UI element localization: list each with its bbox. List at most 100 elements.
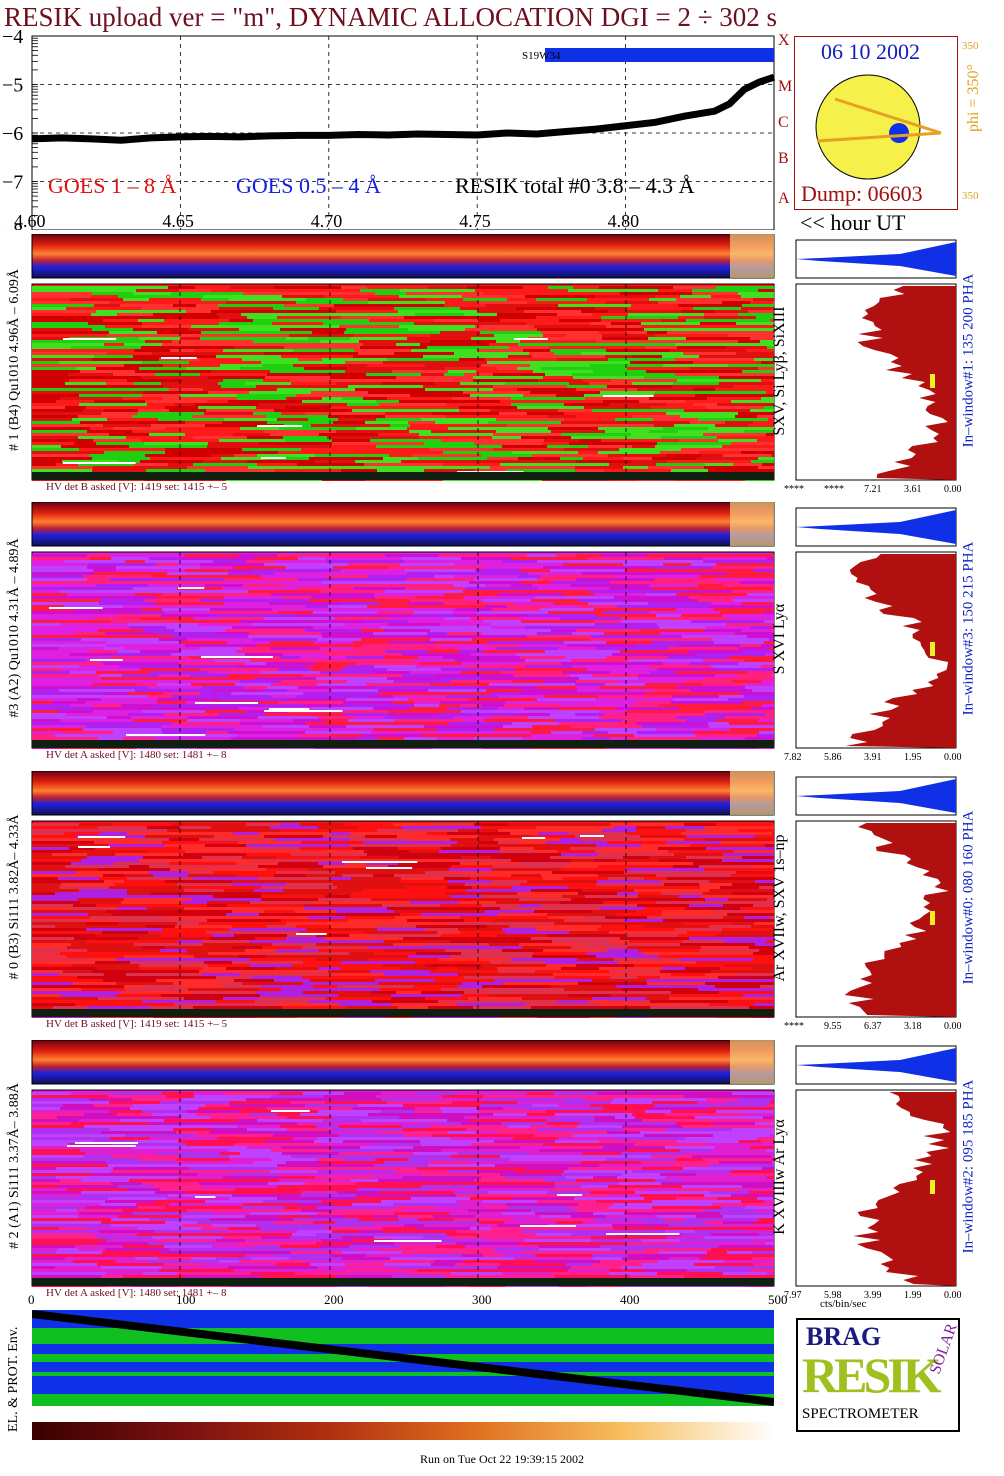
flare-class-b: B: [778, 150, 789, 167]
channel-tick-label: 100: [176, 1292, 196, 1307]
dump-label: Dump: 06603: [801, 181, 923, 206]
channel-tick-label: 200: [324, 1292, 344, 1307]
resik-series-line: [31, 73, 776, 144]
panel-scale-label: 5.86: [824, 752, 842, 763]
units-label: cts/bin/sec: [820, 1298, 867, 1310]
panel-side-label: # 2 (A1) Si111 3.37Å– 3.88Å: [7, 1083, 22, 1249]
resik-logo: BRAG RESIK SOLAR SPECTROMETER: [796, 1318, 961, 1432]
panel-scale-label: 3.91: [864, 752, 882, 763]
pha-histogram-fill: [796, 1048, 956, 1082]
panel-window-label: In–window#0: 080 160 PHA: [960, 810, 977, 985]
flare-class-c: C: [778, 114, 789, 131]
logo-main: RESIK: [802, 1347, 942, 1403]
level-marker: [930, 911, 935, 925]
flare-class-column: X M C B A: [778, 30, 794, 210]
env-strip: [32, 1310, 774, 1406]
panel-scale-label: 0.00: [944, 1290, 962, 1301]
color-scale-bar: [32, 1422, 774, 1440]
logo-base: SPECTROMETER: [802, 1406, 919, 1422]
panel-scale-label: 6.37: [864, 1021, 882, 1032]
x-tick-label: 4.65: [162, 211, 194, 231]
panel-scale-label: 7.21: [864, 484, 882, 495]
spectrogram-panel-1: [31, 502, 957, 749]
panel-window-label: In–window#1: 135 200 PHA: [960, 273, 977, 448]
panel-scale-label: 7.82: [784, 752, 802, 763]
pha-histogram-fill: [796, 779, 956, 813]
panel-scale-label: 9.55: [824, 1021, 842, 1032]
panel-line-label: K XVIIIw Ar Lyα: [771, 1119, 788, 1235]
panel-hv-label: HV det A asked [V]: 1480 set: 1481 +– 8: [46, 1287, 227, 1299]
flare-class-m: M: [778, 78, 793, 95]
sun-position-box: 06 10 2002 Dump: 06603: [794, 36, 958, 210]
y-tick-label: −5: [2, 75, 23, 97]
panel-line-label: Ar XVIIw, SXV 1s–np: [771, 834, 788, 982]
phi-small-bottom: 350: [962, 190, 979, 202]
panel-side-label: #3 (A2) Qu1010 4.31Å – 4.89Å: [7, 538, 22, 718]
panel-hv-label: HV det B asked [V]: 1419 set: 1415 +– 5: [46, 1018, 228, 1030]
panel-hv-label: HV det A asked [V]: 1480 set: 1481 +– 8: [46, 749, 227, 761]
panel-scale-label: ****: [824, 484, 844, 495]
panel-scale-label: 0.00: [944, 484, 962, 495]
panel-scale-label: 5.98: [824, 1290, 842, 1301]
panel-scale-label: 3.61: [904, 484, 922, 495]
y-tick-label: −4: [2, 30, 23, 48]
pha-histogram-fill: [796, 242, 956, 276]
spectrum-profile-fill: [844, 823, 956, 1017]
panel-scale-label: 0.00: [944, 1021, 962, 1032]
hour-ut-label: << hour UT: [800, 210, 906, 235]
observation-date: 06 10 2002: [821, 39, 920, 64]
panel-scale-label: ****: [784, 1021, 804, 1032]
page-title: RESIK upload ver = "m", DYNAMIC ALLOCATI…: [4, 2, 778, 32]
plot-ticks: −8 −7 −6 −5 −4: [2, 30, 38, 230]
panel-window-label: In–window#3: 150 215 PHA: [960, 541, 977, 716]
region-box: [545, 48, 774, 62]
footer-run-date: Run on Tue Oct 22 19:39:15 2002: [419, 1452, 584, 1466]
panel-scale-label: 0.00: [944, 752, 962, 763]
phi-small-top: 350: [962, 40, 979, 52]
panel-scale-label: 1.99: [904, 1290, 922, 1301]
panel-window-label: In–window#2: 095 185 PHA: [960, 1079, 977, 1254]
phi-arrow-icon: [816, 131, 942, 143]
level-marker: [930, 374, 935, 388]
spectrogram-panel-3: [31, 1040, 957, 1287]
spectrum-profile-fill: [845, 554, 956, 748]
channel-tick-label: 300: [472, 1292, 492, 1307]
panel-scale-label: ****: [784, 484, 804, 495]
y-tick-label: −8: [2, 220, 23, 230]
panel-side-label: # 1 (B4) Qu1010 4.96Å – 6.09Å: [7, 269, 22, 451]
level-marker: [930, 642, 935, 656]
channel-tick-label: 400: [620, 1292, 640, 1307]
env-label: EL. & PROT. Env.: [6, 1326, 21, 1432]
pha-histogram-fill: [796, 510, 956, 544]
y-tick-label: −7: [2, 172, 23, 194]
phi-label: phi = 350°: [965, 64, 982, 132]
flare-class-a: A: [778, 190, 790, 207]
panel-hv-label: HV det B asked [V]: 1419 set: 1415 +– 5: [46, 481, 228, 493]
y-tick-label: −6: [2, 123, 23, 145]
panel-scale-label: 1.95: [904, 752, 922, 763]
x-tick-label: 4.60: [14, 211, 46, 231]
spectrogram-panel-2: [31, 771, 957, 1018]
region-box-label: S19W34: [522, 50, 561, 62]
spectrum-profile-fill: [853, 1092, 956, 1286]
panel-scale-label: 7.97: [784, 1290, 802, 1301]
x-tick-label: 4.80: [607, 211, 640, 231]
goes-lightcurve-chart: −8 −7 −6 −5 −4 S19W34 GOES 1 – 8 Å GOES 0.5 …: [2, 30, 776, 230]
level-marker: [930, 1180, 935, 1194]
channel-tick-label: 0: [28, 1292, 35, 1307]
panel-side-label: # 0 (B3) Si111 3.82Å– 4.33Å: [7, 814, 22, 980]
panel-line-label: SXV, Si Lyβ, SiXIII: [771, 306, 788, 436]
x-tick-label: 4.70: [310, 211, 343, 231]
legend-resik: RESIK total #0 3.8 – 4.3 Å: [455, 173, 695, 198]
spectrum-profile-fill: [857, 286, 956, 480]
panel-scale-label: 3.99: [864, 1290, 882, 1301]
legend-goes-short: GOES 0.5 – 4 Å: [236, 173, 381, 198]
x-tick-label: 4.75: [459, 211, 491, 231]
logo-top: BRAG: [806, 1322, 882, 1351]
channel-tick-label: 500: [768, 1292, 788, 1307]
legend-goes-long: GOES 1 – 8 Å: [48, 173, 176, 198]
panel-line-label: S XVI Lyα: [771, 603, 788, 675]
active-region-dot-icon: [889, 123, 909, 143]
panel-scale-label: 3.18: [904, 1021, 922, 1032]
spectrogram-panel-0: [31, 234, 957, 481]
